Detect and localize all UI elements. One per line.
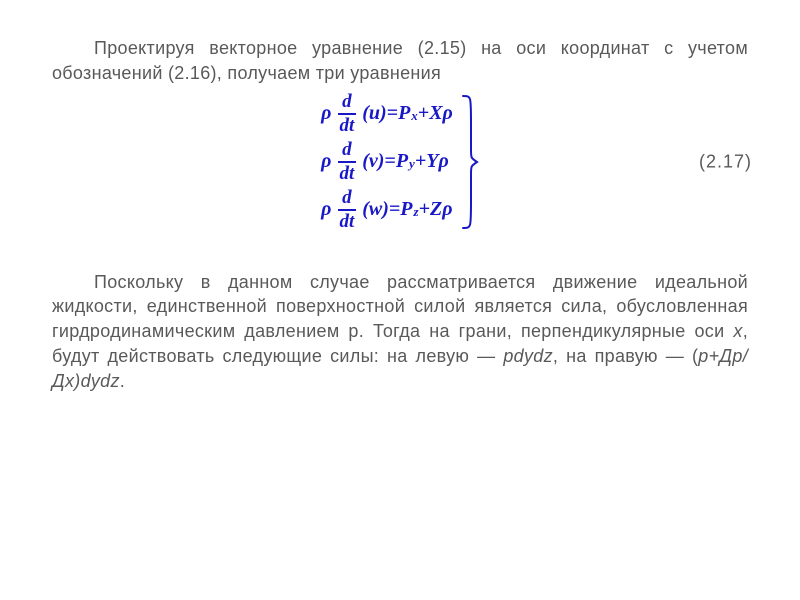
P-sub: y: [409, 155, 415, 173]
force: X: [429, 100, 442, 128]
arg: (u): [362, 100, 386, 128]
body-paragraph: Поскольку в данном случае рассматриваетс…: [52, 270, 748, 394]
equation-block: ρ d dt (u) = Px + Xρ ρ d dt (v) =: [52, 92, 748, 232]
rho: ρ: [321, 196, 331, 224]
rho2: ρ: [443, 100, 453, 128]
frac-num: d: [338, 92, 356, 115]
arg: (w): [362, 196, 389, 224]
rho2: ρ: [442, 196, 452, 224]
rho: ρ: [321, 148, 331, 176]
frac-den: dt: [335, 115, 358, 136]
plus: +: [415, 148, 426, 176]
equals: =: [387, 100, 398, 128]
spacer: [52, 250, 748, 270]
force: Y: [426, 148, 438, 176]
p2-chunk3: , на правую — (: [553, 346, 698, 366]
P-sub: z: [414, 203, 419, 221]
fraction: d dt: [335, 188, 358, 232]
fraction: d dt: [335, 140, 358, 184]
equation-rows: ρ d dt (u) = Px + Xρ ρ d dt (v) =: [321, 92, 453, 232]
equals: =: [389, 196, 400, 224]
equals: =: [384, 148, 395, 176]
frac-num: d: [338, 188, 356, 211]
frac-num: d: [338, 140, 356, 163]
P: P: [396, 148, 408, 176]
equation-row-2: ρ d dt (v) = Py + Yρ: [321, 140, 453, 184]
P-sub: x: [411, 107, 418, 125]
document-page: Проектируя векторное уравнение (2.15) на…: [0, 0, 800, 600]
rho2: ρ: [438, 148, 448, 176]
right-brace-icon: [461, 92, 479, 232]
arg: (v): [362, 148, 384, 176]
var-x: x: [733, 321, 742, 341]
force: Z: [430, 196, 442, 224]
equation-row-1: ρ d dt (u) = Px + Xρ: [321, 92, 453, 136]
P: P: [398, 100, 410, 128]
p2-chunk1: Поскольку в данном случае рассматриваетс…: [52, 272, 748, 342]
fraction: d dt: [335, 92, 358, 136]
equation-row-3: ρ d dt (w) = Pz + Zρ: [321, 188, 453, 232]
p2-chunk4: .: [120, 371, 125, 391]
P: P: [400, 196, 412, 224]
plus: +: [419, 196, 430, 224]
expr-left: pdydz: [503, 346, 553, 366]
frac-den: dt: [335, 211, 358, 232]
equation-number: (2.17): [699, 149, 752, 174]
rho: ρ: [321, 100, 331, 128]
plus: +: [418, 100, 429, 128]
frac-den: dt: [335, 163, 358, 184]
intro-text: Проектируя векторное уравнение (2.15) на…: [52, 38, 748, 83]
intro-paragraph: Проектируя векторное уравнение (2.15) на…: [52, 36, 748, 86]
